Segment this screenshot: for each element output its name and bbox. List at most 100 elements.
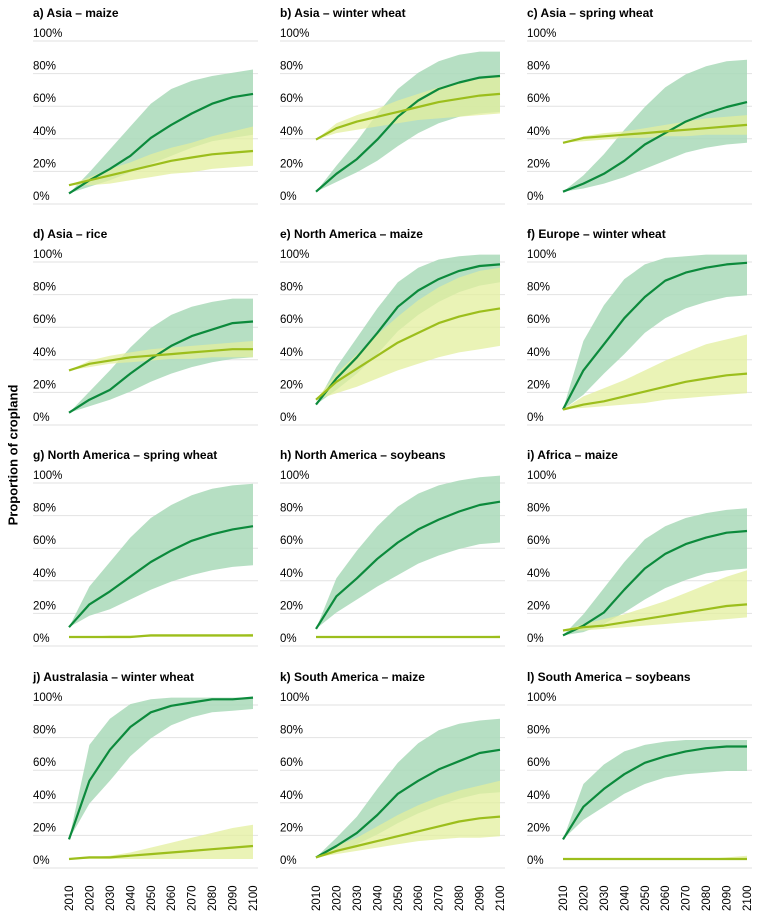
series-line bbox=[67, 696, 254, 840]
x-tick-label: 2080 bbox=[207, 885, 219, 911]
chart-panel: e) North America – maize 0% 20% 40% 60% 80% 10… bbox=[280, 227, 505, 426]
y-tick-label: 0% bbox=[527, 191, 544, 203]
uncertainty-band bbox=[316, 780, 500, 858]
x-tick-label: 2050 bbox=[393, 885, 405, 911]
series-line bbox=[562, 372, 748, 411]
y-axis-label-text: Proportion of cropland bbox=[5, 384, 21, 526]
panel-title: e) North America – maize bbox=[280, 227, 423, 241]
y-tick-label: 0% bbox=[280, 412, 297, 424]
x-tick-label: 2030 bbox=[352, 885, 364, 911]
uncertainty-band bbox=[563, 254, 747, 410]
panel-title: j) Australasia – winter wheat bbox=[32, 670, 194, 684]
y-tick-label: 20% bbox=[280, 600, 303, 612]
series-line bbox=[562, 123, 748, 144]
chart-panel: d) Asia – rice 0% 20% 40% 60% 80% 100% bbox=[33, 227, 258, 426]
uncertainty-band bbox=[563, 59, 747, 192]
y-tick-label: 100% bbox=[33, 28, 62, 40]
x-tick-label: 2020 bbox=[331, 885, 343, 911]
y-tick-label: 60% bbox=[527, 314, 550, 326]
panel-title: h) North America – soybeans bbox=[280, 448, 446, 462]
y-tick-label: 80% bbox=[527, 503, 550, 515]
x-tick-label: 2060 bbox=[413, 885, 425, 911]
series-line bbox=[315, 92, 501, 141]
y-tick-label: 40% bbox=[280, 790, 303, 802]
series-line bbox=[315, 263, 501, 406]
panel-title: k) South America – maize bbox=[280, 670, 425, 684]
y-tick-label: 40% bbox=[33, 126, 56, 138]
y-tick-label: 0% bbox=[280, 855, 297, 867]
y-tick-label: 20% bbox=[33, 158, 56, 170]
x-tick-label: 2100 bbox=[248, 885, 260, 911]
uncertainty-band bbox=[563, 334, 747, 410]
y-tick-label: 60% bbox=[527, 535, 550, 547]
series-line bbox=[69, 634, 253, 639]
panel-title: a) Asia – maize bbox=[33, 6, 119, 20]
uncertainty-band bbox=[316, 475, 500, 629]
y-tick-label: 60% bbox=[280, 93, 303, 105]
y-tick-label: 60% bbox=[33, 535, 56, 547]
x-tick-label: 2060 bbox=[660, 885, 672, 911]
y-tick-label: 100% bbox=[33, 249, 62, 261]
series-line bbox=[68, 320, 254, 414]
y-tick-label: 100% bbox=[280, 692, 309, 704]
x-tick-label: 2020 bbox=[578, 885, 590, 911]
y-tick-label: 0% bbox=[33, 633, 50, 645]
y-tick-label: 20% bbox=[33, 600, 56, 612]
uncertainty-band bbox=[563, 570, 747, 631]
x-tick-label: 2040 bbox=[125, 885, 137, 911]
y-tick-label: 40% bbox=[527, 347, 550, 359]
y-tick-label: 40% bbox=[527, 790, 550, 802]
y-tick-label: 40% bbox=[33, 790, 56, 802]
x-tick-label: 2030 bbox=[105, 885, 117, 911]
y-tick-label: 80% bbox=[280, 282, 303, 294]
chart-panel: a) Asia – maize 0% 20% 40% 60% 80% 100% bbox=[33, 6, 258, 205]
y-tick-label: 80% bbox=[527, 725, 550, 737]
chart-panel: g) North America – spring wheat 0% 20% 40% 6… bbox=[33, 448, 258, 647]
y-tick-label: 40% bbox=[527, 126, 550, 138]
y-tick-label: 40% bbox=[280, 568, 303, 580]
x-tick-label: 2090 bbox=[475, 885, 487, 911]
x-tick-label: 2100 bbox=[495, 885, 507, 911]
x-tick-label: 2010 bbox=[64, 885, 76, 911]
chart-panel: h) North America – soybeans 0% 20% 40% 60% 80… bbox=[280, 448, 505, 647]
y-tick-label: 100% bbox=[33, 692, 62, 704]
x-tick-label: 2090 bbox=[722, 885, 734, 911]
x-tick-label: 2080 bbox=[454, 885, 466, 911]
y-tick-label: 40% bbox=[280, 126, 303, 138]
y-tick-label: 40% bbox=[527, 568, 550, 580]
y-tick-label: 0% bbox=[33, 412, 50, 424]
x-tick-label: 2010 bbox=[311, 885, 323, 911]
y-axis-label: Proportion of cropland bbox=[3, 380, 23, 530]
y-tick-label: 20% bbox=[280, 158, 303, 170]
y-tick-label: 100% bbox=[280, 249, 309, 261]
series-line bbox=[562, 261, 748, 411]
y-tick-label: 80% bbox=[527, 282, 550, 294]
y-tick-label: 0% bbox=[527, 412, 544, 424]
y-tick-label: 80% bbox=[33, 61, 56, 73]
y-tick-label: 80% bbox=[33, 725, 56, 737]
panel-title: c) Asia – spring wheat bbox=[527, 6, 653, 20]
y-tick-label: 20% bbox=[527, 158, 550, 170]
x-tick-label: 2040 bbox=[372, 885, 384, 911]
y-tick-label: 100% bbox=[527, 692, 556, 704]
uncertainty-band bbox=[69, 126, 253, 186]
y-tick-label: 20% bbox=[527, 379, 550, 391]
x-tick-label: 2050 bbox=[640, 885, 652, 911]
panel-title: l) South America – soybeans bbox=[527, 670, 691, 684]
y-tick-label: 20% bbox=[280, 379, 303, 391]
chart-panel: c) Asia – spring wheat 0% 20% 40% 60% 80% 100% bbox=[527, 6, 752, 205]
y-tick-label: 40% bbox=[33, 568, 56, 580]
chart-panel: k) South America – maize 0% 20% 40% 60% 80% 10… bbox=[280, 670, 507, 911]
series-line bbox=[68, 844, 254, 861]
x-tick-label: 2070 bbox=[434, 885, 446, 911]
y-tick-label: 80% bbox=[527, 61, 550, 73]
y-tick-label: 100% bbox=[527, 470, 556, 482]
x-tick-label: 2040 bbox=[619, 885, 631, 911]
x-tick-label: 2100 bbox=[742, 885, 754, 911]
series-line bbox=[68, 525, 254, 628]
x-tick-label: 2060 bbox=[166, 885, 178, 911]
uncertainty-band bbox=[563, 740, 747, 840]
y-tick-label: 60% bbox=[280, 757, 303, 769]
series-line bbox=[68, 149, 254, 187]
